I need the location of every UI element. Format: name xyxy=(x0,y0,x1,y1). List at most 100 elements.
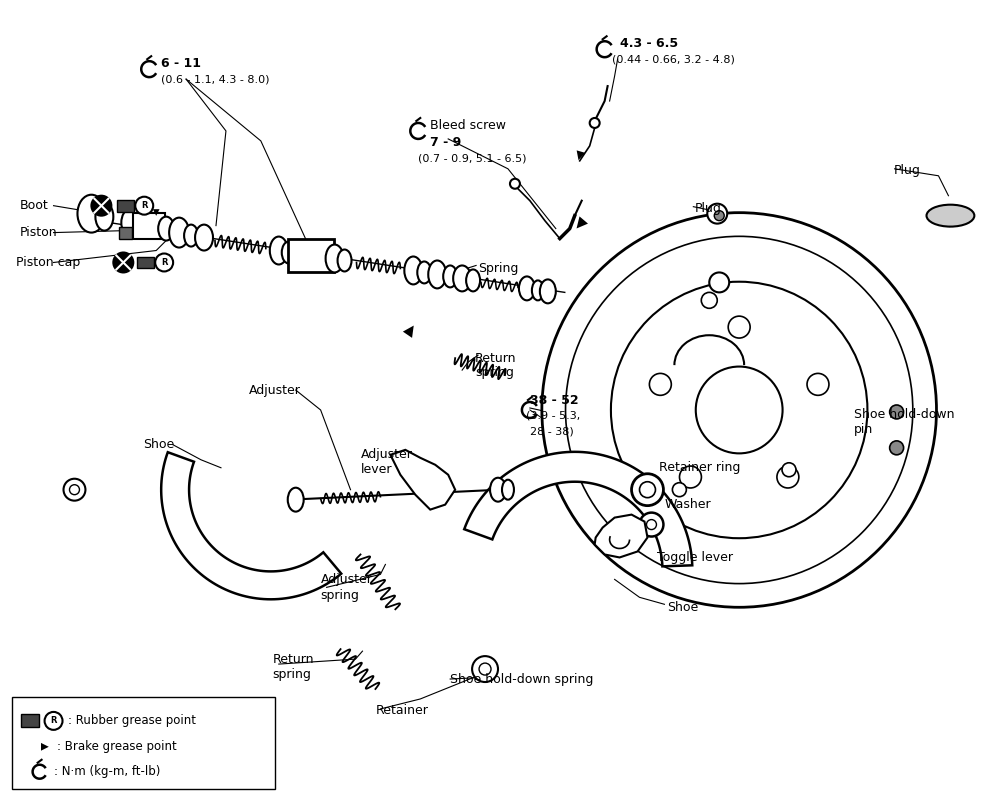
Bar xyxy=(133,213,165,238)
Polygon shape xyxy=(595,515,647,557)
Text: Plug: Plug xyxy=(894,164,921,177)
Ellipse shape xyxy=(417,261,431,283)
Ellipse shape xyxy=(502,480,514,500)
Circle shape xyxy=(542,213,936,607)
Text: : N·m (kg-m, ft-lb): : N·m (kg-m, ft-lb) xyxy=(54,765,160,778)
Text: pin: pin xyxy=(854,423,873,436)
Ellipse shape xyxy=(338,249,352,271)
Circle shape xyxy=(782,463,796,476)
Text: : Brake grease point: : Brake grease point xyxy=(57,740,176,753)
Text: Adjuster: Adjuster xyxy=(360,448,412,461)
Ellipse shape xyxy=(121,209,137,236)
Text: (0.6 - 1.1, 4.3 - 8.0): (0.6 - 1.1, 4.3 - 8.0) xyxy=(161,74,270,84)
Text: 6 - 11: 6 - 11 xyxy=(161,57,201,70)
Text: (0.7 - 0.9, 5.1 - 6.5): (0.7 - 0.9, 5.1 - 6.5) xyxy=(418,154,527,164)
Text: Boot: Boot xyxy=(20,199,48,213)
Ellipse shape xyxy=(532,281,544,301)
Circle shape xyxy=(649,374,671,395)
Circle shape xyxy=(807,374,829,395)
Ellipse shape xyxy=(490,478,506,501)
Ellipse shape xyxy=(169,217,189,248)
Text: Spring: Spring xyxy=(478,262,518,275)
Bar xyxy=(117,200,134,212)
Text: Adjuster: Adjuster xyxy=(321,573,372,586)
Circle shape xyxy=(155,253,173,271)
Circle shape xyxy=(714,211,724,221)
Bar xyxy=(137,257,154,269)
Ellipse shape xyxy=(282,241,296,264)
Text: R: R xyxy=(50,716,57,725)
Text: Toggle lever: Toggle lever xyxy=(657,551,733,564)
Circle shape xyxy=(113,253,133,273)
Circle shape xyxy=(64,479,85,500)
Ellipse shape xyxy=(443,265,457,287)
Text: Bleed screw: Bleed screw xyxy=(430,119,506,132)
Text: spring: spring xyxy=(321,589,359,602)
Text: 4.3 - 6.5: 4.3 - 6.5 xyxy=(620,37,678,50)
Circle shape xyxy=(45,712,63,730)
Text: Return: Return xyxy=(273,653,314,666)
Circle shape xyxy=(701,293,717,308)
Ellipse shape xyxy=(77,195,105,233)
Ellipse shape xyxy=(270,237,288,265)
Circle shape xyxy=(479,663,491,675)
Bar xyxy=(119,227,132,238)
Text: Shoe: Shoe xyxy=(143,439,174,452)
Polygon shape xyxy=(161,452,341,599)
Polygon shape xyxy=(390,450,455,509)
Ellipse shape xyxy=(453,265,471,291)
Circle shape xyxy=(707,204,727,224)
Ellipse shape xyxy=(428,261,446,289)
Text: spring: spring xyxy=(273,667,312,681)
Ellipse shape xyxy=(184,225,198,246)
Circle shape xyxy=(510,179,520,188)
Text: Piston cap: Piston cap xyxy=(16,256,80,269)
Circle shape xyxy=(590,118,600,128)
Text: 28 - 38): 28 - 38) xyxy=(530,427,574,437)
Circle shape xyxy=(679,466,701,488)
Ellipse shape xyxy=(927,205,974,227)
Text: (0.44 - 0.66, 3.2 - 4.8): (0.44 - 0.66, 3.2 - 4.8) xyxy=(612,55,734,64)
Circle shape xyxy=(640,482,655,498)
Ellipse shape xyxy=(404,257,422,285)
Text: 7 - 9: 7 - 9 xyxy=(430,136,461,149)
Circle shape xyxy=(135,196,153,215)
Text: R: R xyxy=(161,258,167,267)
Text: Shoe hold-down spring: Shoe hold-down spring xyxy=(450,673,594,686)
Text: Retainer: Retainer xyxy=(375,704,428,718)
Polygon shape xyxy=(464,452,692,566)
Circle shape xyxy=(91,196,111,216)
Circle shape xyxy=(640,512,663,537)
FancyBboxPatch shape xyxy=(12,697,275,788)
Text: Plug: Plug xyxy=(694,202,721,215)
Ellipse shape xyxy=(288,488,304,512)
Ellipse shape xyxy=(95,203,113,231)
Circle shape xyxy=(472,656,498,682)
Text: Washer: Washer xyxy=(664,498,711,511)
Text: : Rubber grease point: : Rubber grease point xyxy=(68,715,196,727)
Ellipse shape xyxy=(466,269,480,291)
Circle shape xyxy=(69,484,79,495)
Text: Adjuster: Adjuster xyxy=(249,383,301,396)
Text: Retainer ring: Retainer ring xyxy=(659,461,741,474)
Ellipse shape xyxy=(195,225,213,250)
Circle shape xyxy=(611,282,867,538)
Circle shape xyxy=(566,237,913,584)
Text: Return: Return xyxy=(475,351,517,365)
Text: lever: lever xyxy=(360,464,392,476)
Circle shape xyxy=(696,367,783,453)
Circle shape xyxy=(890,405,904,419)
Circle shape xyxy=(728,316,750,338)
Circle shape xyxy=(646,520,656,529)
Ellipse shape xyxy=(519,277,535,301)
Bar xyxy=(288,238,334,273)
Circle shape xyxy=(632,474,663,505)
Text: (3.9 - 5.3,: (3.9 - 5.3, xyxy=(526,411,580,421)
Ellipse shape xyxy=(158,217,174,241)
Text: spring: spring xyxy=(475,366,514,379)
Text: Shoe: Shoe xyxy=(667,601,699,614)
Text: 38 - 52: 38 - 52 xyxy=(530,394,579,407)
Ellipse shape xyxy=(326,245,344,273)
Bar xyxy=(21,715,39,727)
Circle shape xyxy=(672,483,686,496)
